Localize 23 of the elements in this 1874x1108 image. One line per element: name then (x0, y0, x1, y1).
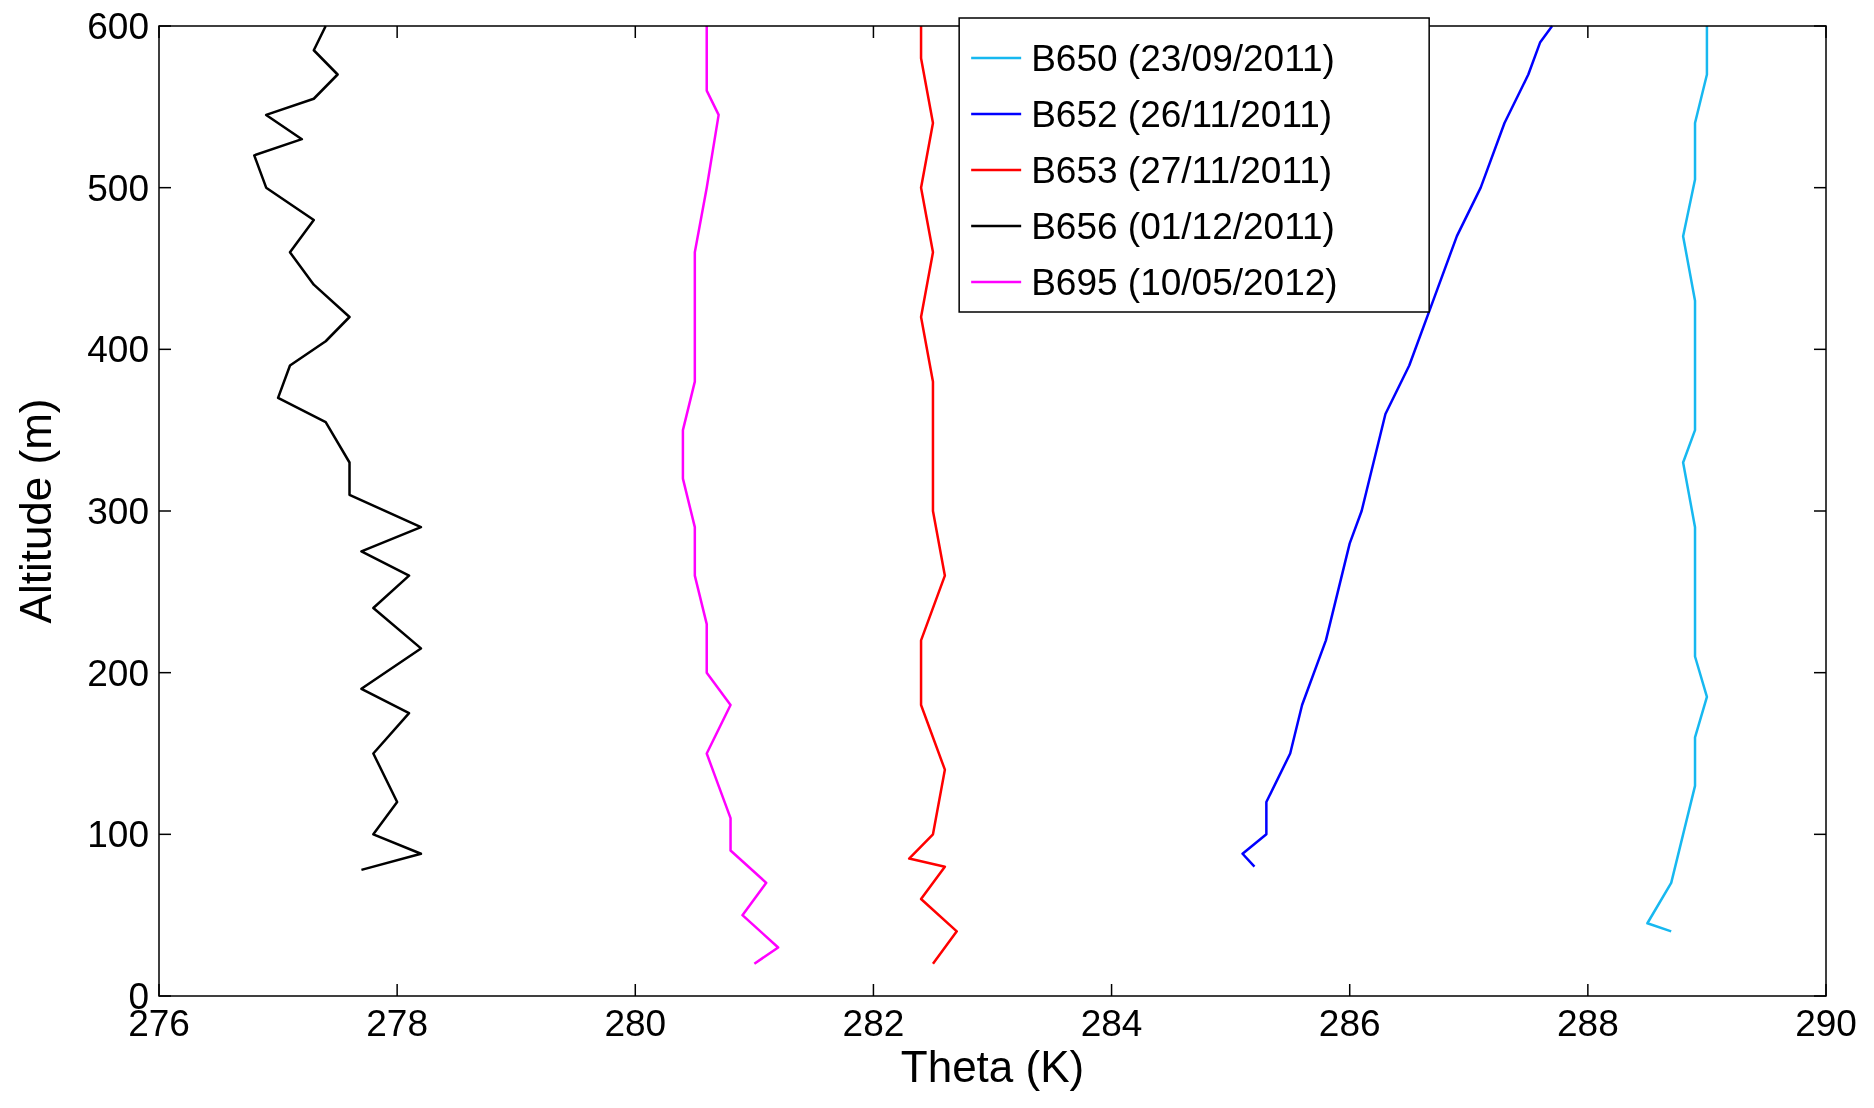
x-tick-label: 286 (1318, 1003, 1381, 1044)
y-tick-label: 300 (87, 490, 149, 532)
x-tick-label: 282 (842, 1003, 905, 1044)
y-tick-label: 500 (87, 167, 149, 209)
y-tick-label: 100 (87, 814, 149, 856)
legend-label: B650 (23/09/2011) (1031, 37, 1335, 79)
y-tick-label: 400 (87, 329, 149, 371)
line-series (1646, 24, 1709, 933)
line-series (681, 24, 780, 965)
x-tick-label: 288 (1556, 1003, 1619, 1044)
x-tick-label: 278 (366, 1003, 429, 1044)
x-tick-label: 280 (604, 1003, 667, 1044)
line-series (907, 24, 959, 965)
x-tick-label: 284 (1080, 1003, 1143, 1044)
y-axis-title: Altitude (m) (11, 398, 60, 624)
legend-label: B656 (01/12/2011) (1031, 205, 1335, 247)
legend-label: B653 (27/11/2011) (1031, 149, 1333, 191)
legend-label: B695 (10/05/2012) (1031, 261, 1338, 303)
y-tick-label: 600 (87, 5, 149, 47)
x-axis-title: Theta (K) (900, 1042, 1085, 1091)
x-tick-label: 290 (1795, 1003, 1857, 1044)
legend-label: B652 (26/11/2011) (1031, 93, 1333, 135)
y-tick-label: 200 (87, 652, 149, 694)
